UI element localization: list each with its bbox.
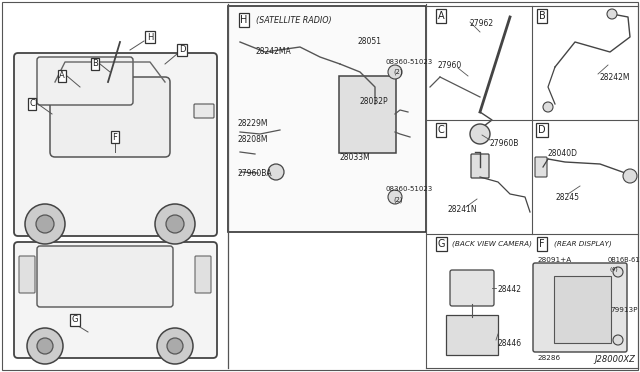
FancyBboxPatch shape <box>533 263 627 352</box>
FancyBboxPatch shape <box>195 256 211 293</box>
Circle shape <box>155 204 195 244</box>
Text: 28208M: 28208M <box>238 135 269 144</box>
Text: 79913P: 79913P <box>610 307 637 313</box>
Circle shape <box>268 164 284 180</box>
Text: A: A <box>59 71 65 80</box>
Circle shape <box>388 190 402 204</box>
Text: 28446: 28446 <box>498 340 522 349</box>
Text: 28229M: 28229M <box>238 119 269 128</box>
Text: (4): (4) <box>610 267 619 273</box>
Circle shape <box>157 328 193 364</box>
Text: (SATELLITE RADIO): (SATELLITE RADIO) <box>256 16 332 25</box>
Circle shape <box>167 338 183 354</box>
FancyBboxPatch shape <box>554 276 611 343</box>
Text: 28242M: 28242M <box>600 73 630 81</box>
Text: 28051: 28051 <box>358 38 382 46</box>
Text: F: F <box>113 132 117 141</box>
Text: 0B16B-6121A: 0B16B-6121A <box>608 257 640 263</box>
Text: 28091+A: 28091+A <box>537 257 572 263</box>
Text: (2): (2) <box>393 69 403 75</box>
Text: 27960: 27960 <box>437 61 461 71</box>
Text: 28245: 28245 <box>556 193 580 202</box>
Circle shape <box>36 215 54 233</box>
FancyBboxPatch shape <box>14 53 217 236</box>
FancyBboxPatch shape <box>228 6 426 232</box>
Circle shape <box>25 204 65 244</box>
Text: 27960BA: 27960BA <box>238 170 273 179</box>
FancyBboxPatch shape <box>37 57 133 105</box>
Text: G: G <box>72 315 78 324</box>
Text: G: G <box>437 239 445 249</box>
Text: H: H <box>240 15 248 25</box>
Text: D: D <box>538 125 546 135</box>
FancyBboxPatch shape <box>535 157 547 177</box>
Text: F: F <box>539 239 545 249</box>
Circle shape <box>613 335 623 345</box>
Text: B: B <box>539 11 545 21</box>
Text: 28040D: 28040D <box>548 150 578 158</box>
FancyBboxPatch shape <box>50 77 170 157</box>
Text: 28242MA: 28242MA <box>255 48 291 57</box>
Circle shape <box>607 9 617 19</box>
Circle shape <box>27 328 63 364</box>
Text: 27962: 27962 <box>470 19 494 29</box>
Text: 28241N: 28241N <box>448 205 477 214</box>
Circle shape <box>613 267 623 277</box>
Text: 08360-51023: 08360-51023 <box>385 59 432 65</box>
Circle shape <box>388 65 402 79</box>
FancyBboxPatch shape <box>19 256 35 293</box>
Text: H: H <box>147 32 153 42</box>
Circle shape <box>166 215 184 233</box>
FancyBboxPatch shape <box>471 154 489 178</box>
Text: 28442: 28442 <box>498 285 522 295</box>
Text: 28032P: 28032P <box>360 97 388 106</box>
Text: (BACK VIEW CAMERA): (BACK VIEW CAMERA) <box>452 241 532 247</box>
Text: C: C <box>29 99 35 109</box>
FancyBboxPatch shape <box>37 246 173 307</box>
FancyBboxPatch shape <box>194 104 214 118</box>
Text: B: B <box>92 60 98 68</box>
Text: J28000XZ: J28000XZ <box>594 355 635 364</box>
Circle shape <box>543 102 553 112</box>
Text: 08360-51023: 08360-51023 <box>385 186 432 192</box>
Circle shape <box>470 124 490 144</box>
FancyBboxPatch shape <box>14 242 217 358</box>
Text: C: C <box>438 125 444 135</box>
Text: 28033M: 28033M <box>340 153 371 161</box>
Circle shape <box>37 338 53 354</box>
Text: (REAR DISPLAY): (REAR DISPLAY) <box>554 241 612 247</box>
Text: (2): (2) <box>393 197 403 203</box>
Text: 27960B: 27960B <box>490 140 520 148</box>
FancyBboxPatch shape <box>339 76 396 153</box>
FancyBboxPatch shape <box>446 315 498 355</box>
Text: D: D <box>179 45 185 55</box>
Text: A: A <box>438 11 444 21</box>
FancyBboxPatch shape <box>450 270 494 306</box>
Circle shape <box>623 169 637 183</box>
Text: 28286: 28286 <box>537 355 560 361</box>
